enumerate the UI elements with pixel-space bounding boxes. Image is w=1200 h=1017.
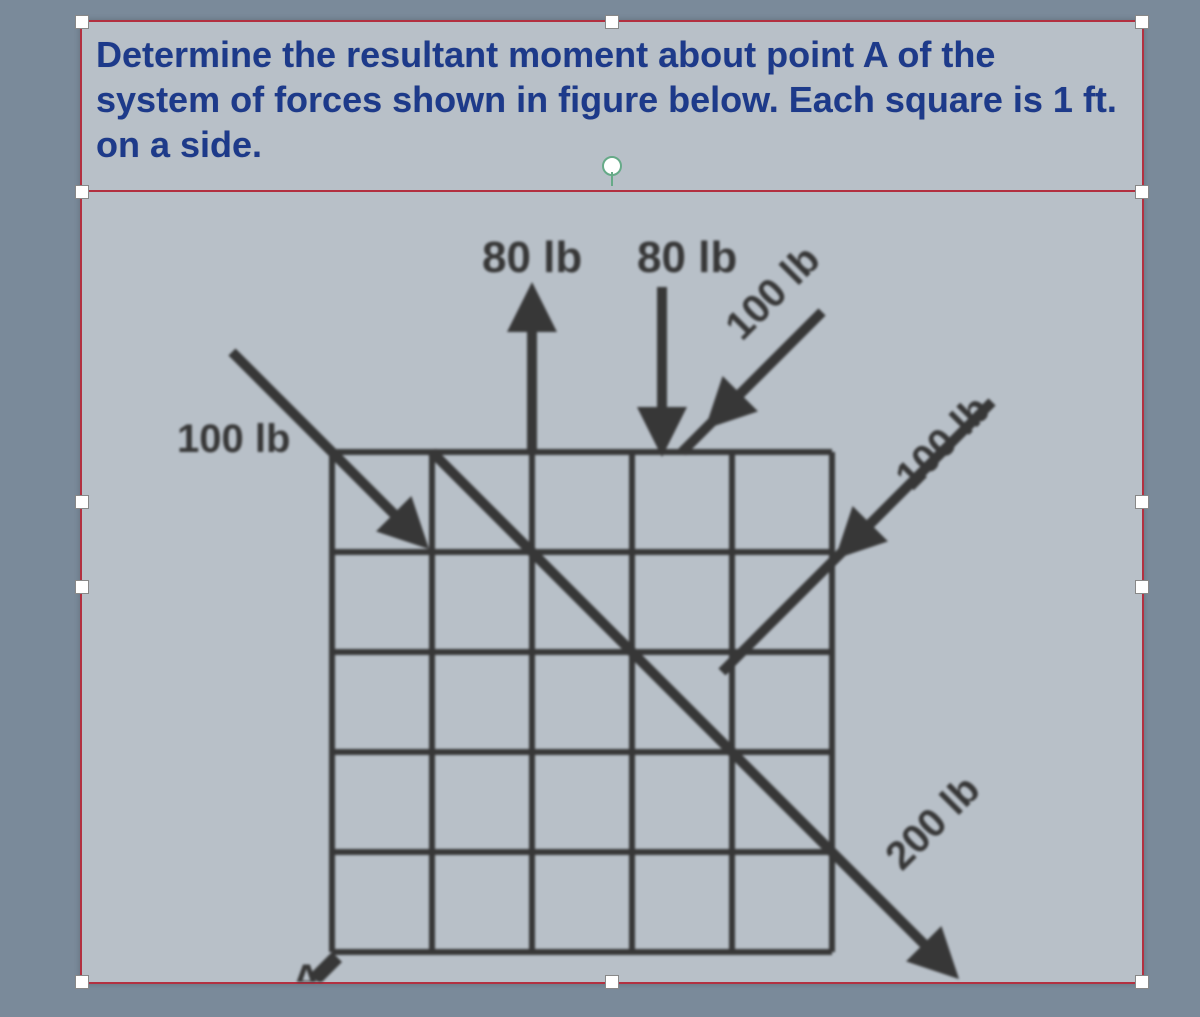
force-label: 80 lb [637,233,737,282]
problem-statement: Determine the resultant moment about poi… [82,22,1142,171]
force-80lb-up: 80 lb [482,233,582,452]
force-label: 80 lb [482,233,582,282]
resize-handle-ne[interactable] [1135,15,1149,29]
resize-handle-nw[interactable] [75,15,89,29]
force-100lb-right-diag: 100 lb [722,387,999,672]
rotate-handle-stem [611,172,613,186]
problem-card: Determine the resultant moment about poi… [80,20,1144,984]
force-label: 100 lb [177,417,290,461]
force-100lb-topleft: 100 lb [177,352,422,542]
figure-svg: A 100 lb 80 lb 80 lb 100 lb [82,192,1142,982]
point-a-label: A [292,957,321,982]
resize-handle-n[interactable] [605,15,619,29]
figure-region: A 100 lb 80 lb 80 lb 100 lb [82,190,1142,982]
force-label: 200 lb [877,767,988,878]
force-200lb-diag: 200 lb [432,452,989,972]
point-a-marker: A [292,952,342,982]
force-label: 100 lb [887,387,998,498]
